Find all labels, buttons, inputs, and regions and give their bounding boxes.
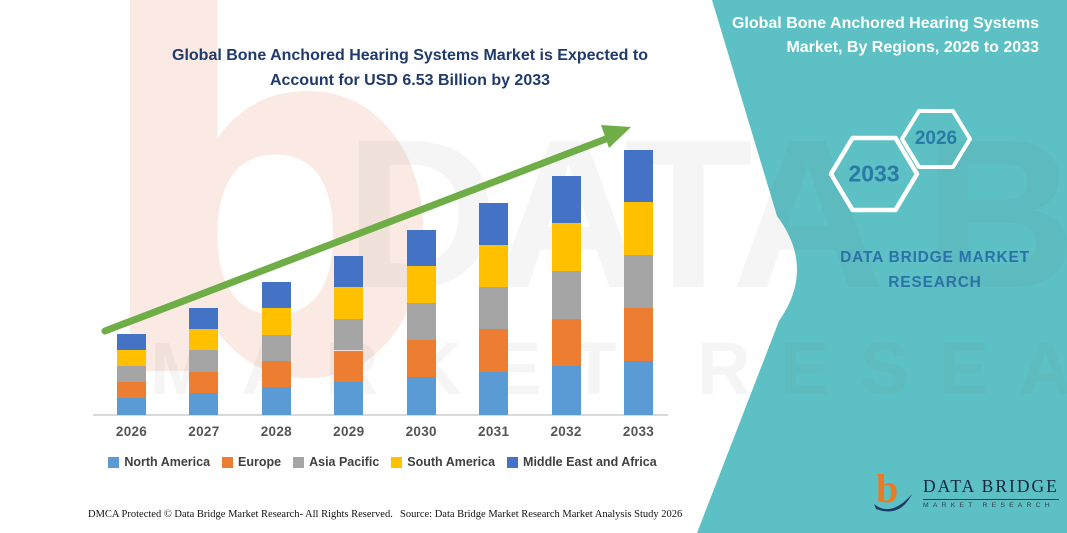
bar-segment-europe	[117, 382, 146, 398]
legend-label: Middle East and Africa	[523, 455, 657, 469]
watermark-databridge-text: DATA BRIDGE	[345, 95, 1067, 332]
bar-segment-south-america	[406, 266, 436, 303]
bar-segment-middle-east-and-africa	[334, 255, 364, 288]
right-panel-title: Global Bone Anchored Hearing Systems Mar…	[731, 15, 1039, 56]
bar-segment-south-america	[261, 308, 291, 335]
bar-segment-middle-east-and-africa	[479, 203, 509, 245]
databridge-logo-text: DATA BRIDGE MARKET RESEARCH	[923, 476, 1059, 509]
logo-name: DATA BRIDGE	[923, 476, 1059, 500]
bar-segment-europe	[624, 307, 653, 361]
bar-segment-asia-pacific	[261, 334, 291, 362]
bar-segment-asia-pacific	[479, 287, 509, 330]
bar-segment-middle-east-and-africa	[261, 282, 291, 309]
legend-item: Europe	[222, 455, 281, 469]
bar-segment-europe	[406, 339, 436, 377]
bar-segment-europe	[189, 371, 219, 393]
bar-segment-middle-east-and-africa	[117, 334, 146, 350]
legend-swatch	[108, 456, 120, 468]
chart-title-line2: Account for USD 6.53 Billion by 2033	[269, 71, 551, 89]
bar-segment-north-america	[551, 366, 581, 415]
databridge-logo: b DATA BRIDGE MARKET RESEARCH	[872, 468, 1059, 516]
bar-segment-north-america	[479, 371, 509, 415]
databridge-logo-icon: b	[874, 468, 912, 512]
legend-item: Middle East and Africa	[507, 455, 657, 469]
hexagon-2033	[828, 135, 920, 213]
x-axis-label: 2031	[478, 424, 510, 439]
watermark-marketresearch-text: MARKET RESEARCH	[150, 327, 1067, 410]
bar-segment-asia-pacific	[551, 271, 581, 319]
legend-label: Europe	[238, 455, 282, 469]
bar-segment-middle-east-and-africa	[624, 150, 653, 203]
bar-segment-south-america	[624, 202, 653, 256]
bar-segment-south-america	[334, 287, 364, 319]
x-axis-label: 2032	[550, 424, 582, 439]
bar-segment-south-america	[479, 244, 509, 288]
hexagon-2026	[900, 109, 972, 169]
bar-segment-middle-east-and-africa	[406, 229, 436, 267]
bar-segment-north-america	[261, 387, 291, 415]
bar-segment-south-america	[551, 223, 581, 272]
hexagon-2026-label: 2026	[914, 128, 958, 149]
legend-label: Asia Pacific	[309, 455, 380, 469]
legend-swatch	[293, 456, 305, 468]
logo-subtitle: MARKET RESEARCH	[923, 501, 1054, 509]
bar-segment-north-america	[406, 376, 436, 415]
bar-segment-europe	[551, 318, 581, 367]
legend-item: South America	[391, 455, 495, 469]
bar-segment-asia-pacific	[189, 350, 219, 372]
x-axis-label: 2033	[622, 424, 655, 439]
footer-source-text: Source: Data Bridge Market Research Mark…	[400, 509, 683, 520]
bar-segment-asia-pacific	[624, 255, 653, 308]
bar-segment-south-america	[117, 349, 146, 366]
x-axis-label: 2029	[333, 424, 365, 439]
bar-segment-asia-pacific	[117, 365, 146, 383]
x-axis-label: 2027	[188, 424, 220, 439]
hexagon-2033-label: 2033	[848, 160, 900, 187]
legend-swatch	[222, 456, 234, 468]
bar-segment-europe	[479, 329, 509, 372]
bar-segment-europe	[261, 361, 291, 388]
bar-segment-middle-east-and-africa	[189, 308, 219, 329]
bar-segment-south-america	[189, 328, 219, 351]
x-axis-label: 2030	[405, 424, 437, 439]
x-axis-label: 2026	[115, 424, 148, 439]
chart-title: Global Bone Anchored Hearing Systems Mar…	[120, 44, 700, 94]
legend-swatch	[391, 456, 403, 468]
bar-segment-middle-east-and-africa	[551, 176, 581, 224]
bar-segment-north-america	[189, 392, 219, 415]
bar-segment-north-america	[334, 382, 364, 415]
brand-text: DATA BRIDGE MARKET RESEARCH	[840, 249, 1030, 291]
x-axis-line	[93, 414, 668, 416]
bar-segment-europe	[334, 350, 364, 383]
legend: North America Europe Asia Pacific South Ame…	[90, 455, 675, 469]
svg-text:b: b	[876, 468, 898, 511]
legend-swatch	[507, 456, 519, 468]
bar-segment-asia-pacific	[334, 318, 364, 351]
x-axis-label: 2028	[260, 424, 292, 439]
legend-item: North America	[108, 455, 210, 469]
bar-segment-asia-pacific	[406, 303, 436, 340]
footer-dmca-text: DMCA Protected © Data Bridge Market Rese…	[88, 509, 393, 520]
bar-segment-north-america	[624, 360, 653, 415]
legend-item: Asia Pacific	[293, 455, 379, 469]
legend-label: South America	[407, 455, 496, 469]
bar-segment-north-america	[117, 397, 146, 415]
legend-label: North America	[124, 455, 211, 469]
chart-title-line1: Global Bone Anchored Hearing Systems Mar…	[172, 47, 648, 64]
